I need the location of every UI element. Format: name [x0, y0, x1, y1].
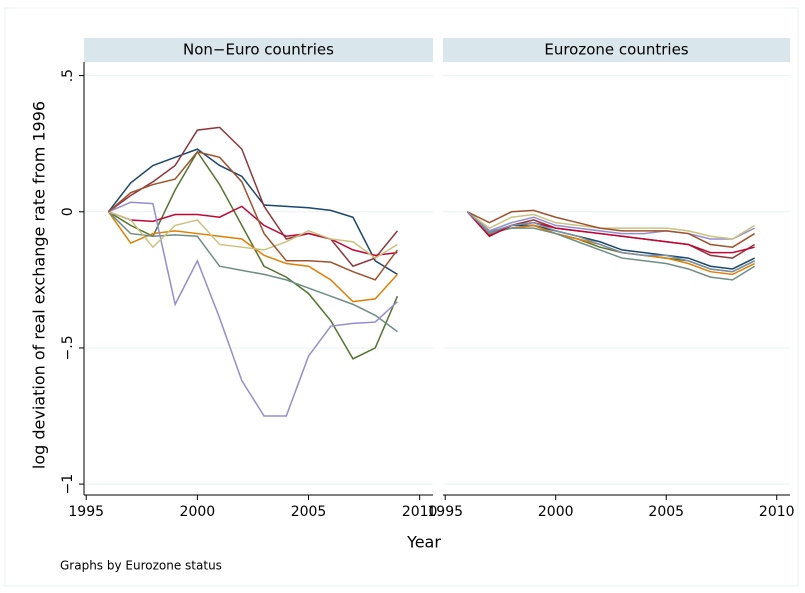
series-line: [107, 211, 398, 303]
note: Graphs by Eurozone status: [60, 559, 222, 573]
series-line: [466, 211, 756, 240]
y-tick-label: −1: [60, 474, 76, 495]
panel-title: Non−Euro countries: [183, 41, 334, 59]
plot-area: [443, 62, 790, 495]
x-tick-label: 2000: [538, 504, 574, 520]
x-tick-label: 1995: [427, 504, 463, 520]
series-line: [108, 150, 399, 360]
x-tick-label: 2005: [291, 504, 327, 520]
y-axis-label: log deviation of real exchange rate from…: [30, 101, 49, 469]
series-line: [108, 201, 398, 417]
x-tick-label: 1995: [68, 504, 104, 520]
panel-title: Eurozone countries: [544, 41, 688, 59]
x-tick-label: 2010: [402, 504, 438, 520]
panel-strip: [443, 38, 790, 62]
series-line: [466, 211, 756, 281]
series-line: [108, 211, 398, 259]
x-tick-label: 2005: [648, 504, 684, 520]
series-line: [466, 211, 755, 273]
series-line: [107, 148, 398, 276]
x-tick-label: 2010: [759, 504, 795, 520]
series-line: [108, 126, 399, 268]
series-line: [107, 151, 399, 281]
panel-strip: [84, 38, 433, 62]
series-line: [466, 209, 756, 248]
series-line: [107, 211, 398, 333]
x-axis-label: Year: [406, 533, 441, 552]
plot-area: [84, 62, 433, 495]
y-tick-label: 0: [60, 207, 76, 216]
x-tick-label: 2000: [180, 504, 216, 520]
y-tick-label: −.5: [60, 335, 76, 360]
series-line: [466, 211, 755, 240]
y-tick-label: .5: [60, 69, 76, 82]
